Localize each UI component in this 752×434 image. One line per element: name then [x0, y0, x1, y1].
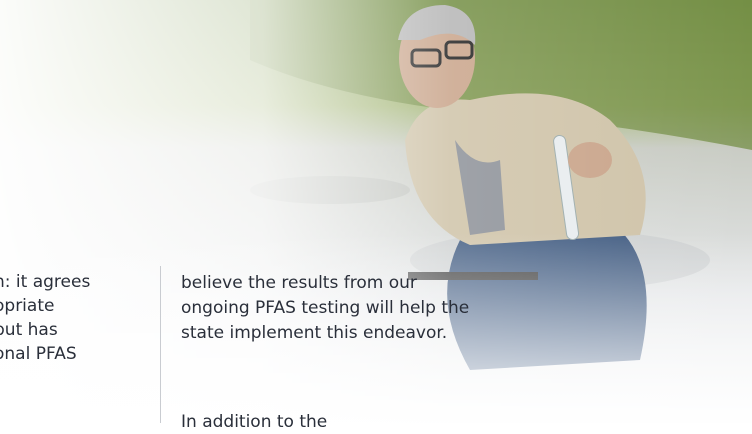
text-line: opriate [0, 294, 54, 318]
background-photo [0, 0, 752, 423]
text-line: h: it agrees [0, 270, 90, 294]
text-line: state implement this endeavor. [181, 321, 447, 345]
text-line: In addition to the [181, 410, 327, 434]
text-line: believe the results from our [181, 271, 417, 295]
column-divider [160, 266, 161, 423]
page: h: it agreesopriatebut hasonal PFAS beli… [0, 0, 752, 423]
text-line: but has [0, 318, 58, 342]
text-line: onal PFAS [0, 342, 77, 366]
text-line: ongoing PFAS testing will help the [181, 296, 469, 320]
